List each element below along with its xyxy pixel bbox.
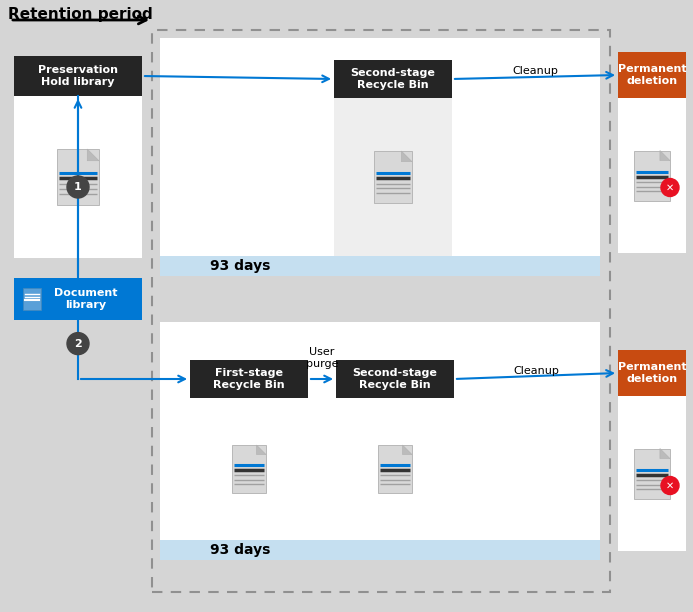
Polygon shape [403, 445, 412, 455]
Polygon shape [256, 445, 266, 455]
Bar [374, 151, 412, 203]
Text: 1: 1 [74, 182, 82, 192]
Circle shape [67, 176, 89, 198]
Text: User
purge: User purge [306, 347, 338, 369]
Bar [618, 350, 686, 396]
Bar [634, 151, 670, 201]
Text: First-stage
Recycle Bin: First-stage Recycle Bin [213, 368, 285, 390]
Bar [160, 540, 600, 560]
Text: 93 days: 93 days [210, 543, 270, 557]
Bar [190, 360, 308, 398]
Text: Cleanup: Cleanup [513, 366, 559, 376]
Text: 2: 2 [74, 338, 82, 349]
Bar [160, 256, 600, 276]
Bar [152, 30, 610, 592]
Polygon shape [87, 149, 99, 161]
Bar [57, 149, 99, 205]
Bar [334, 60, 452, 98]
Text: Second-stage
Recycle Bin: Second-stage Recycle Bin [353, 368, 437, 390]
Bar [334, 98, 452, 256]
Bar [618, 396, 686, 551]
Bar [336, 360, 454, 398]
Bar [634, 449, 670, 499]
Bar [14, 56, 142, 96]
Bar [160, 38, 600, 256]
Circle shape [661, 179, 679, 196]
Text: Preservation
Hold library: Preservation Hold library [38, 65, 118, 87]
Text: Document
library: Document library [54, 288, 118, 310]
Bar [618, 98, 686, 253]
Bar [14, 96, 142, 258]
Polygon shape [660, 449, 670, 458]
Text: ✕: ✕ [666, 182, 674, 193]
Bar [378, 445, 412, 493]
Polygon shape [401, 151, 412, 162]
Bar [618, 52, 686, 98]
Text: Permanent
deletion: Permanent deletion [617, 362, 686, 384]
Bar [14, 278, 142, 320]
Text: ✕: ✕ [666, 480, 674, 490]
Text: Retention period: Retention period [8, 7, 152, 21]
Bar [23, 288, 41, 310]
Circle shape [67, 332, 89, 354]
Polygon shape [660, 151, 670, 160]
Text: 93 days: 93 days [210, 259, 270, 273]
Circle shape [661, 477, 679, 494]
Text: Cleanup: Cleanup [512, 66, 558, 76]
Text: Permanent
deletion: Permanent deletion [617, 64, 686, 86]
Text: Second-stage
Recycle Bin: Second-stage Recycle Bin [351, 68, 435, 90]
Bar [232, 445, 266, 493]
Bar [160, 322, 600, 540]
